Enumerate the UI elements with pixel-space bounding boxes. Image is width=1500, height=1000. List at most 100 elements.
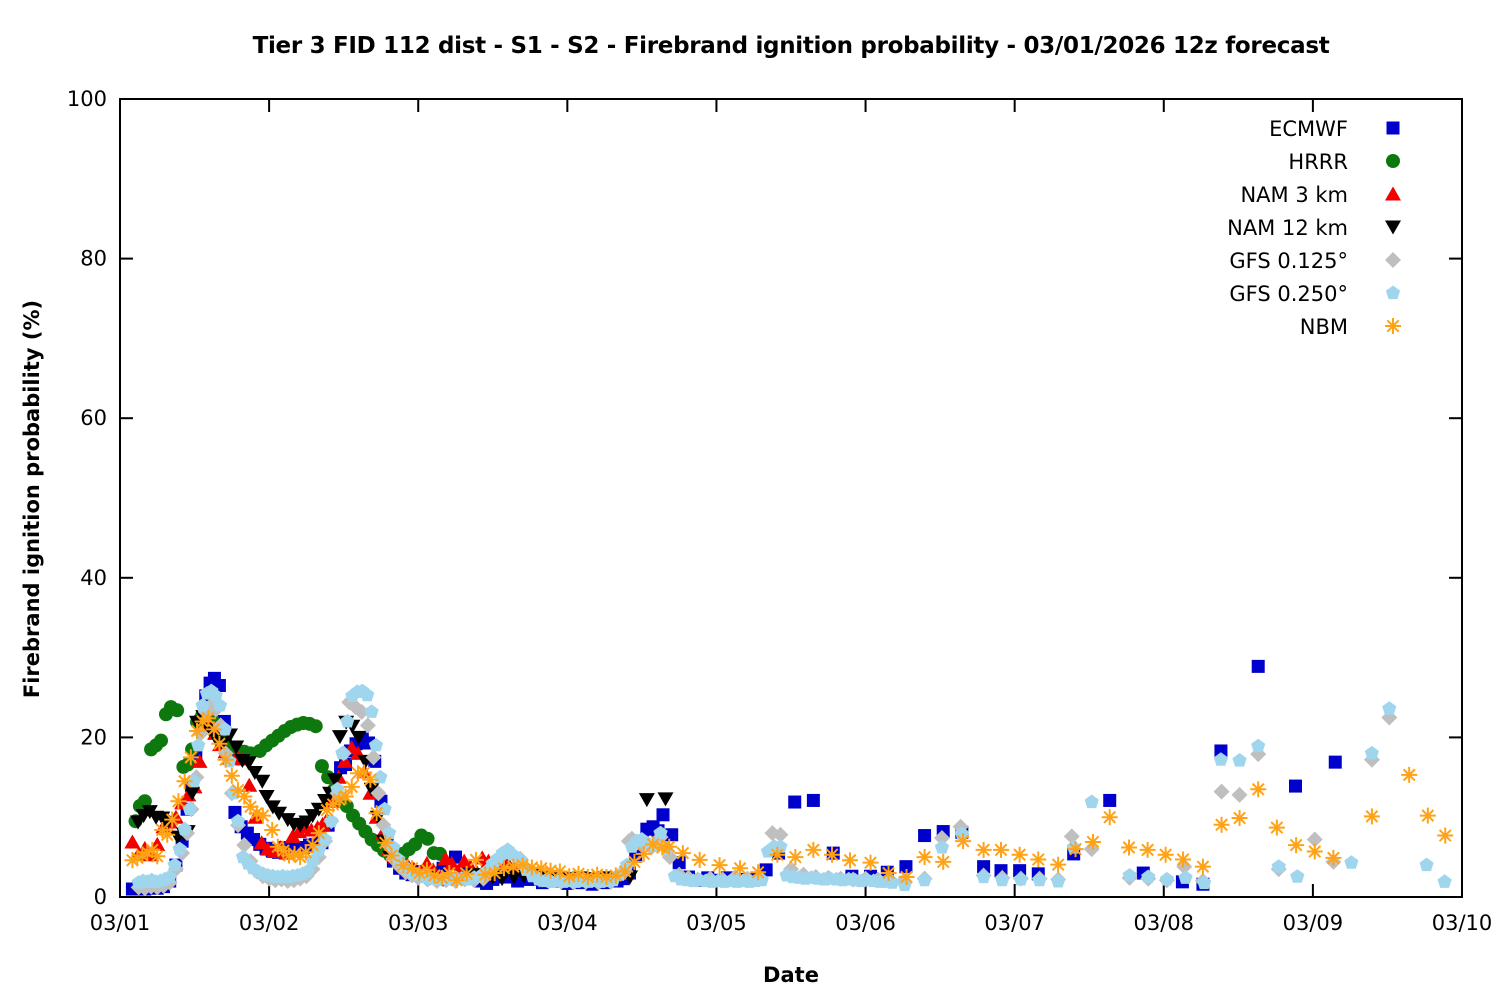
data-point-gfs-0-250- — [917, 872, 932, 887]
data-point-gfs-0-250- — [335, 745, 350, 760]
y-tick-label: 20 — [80, 725, 107, 749]
data-point-nbm — [450, 873, 464, 887]
data-point-nbm — [1176, 853, 1190, 866]
data-point-nam-3-km — [124, 834, 141, 849]
data-point-ecmwf — [656, 808, 670, 822]
y-tick-label: 0 — [94, 885, 107, 909]
data-point-nbm — [256, 809, 270, 822]
data-point-gfs-0-250- — [1084, 794, 1099, 809]
data-point-nbm — [1327, 851, 1340, 865]
legend-marker-nbm — [1386, 319, 1400, 333]
x-tick-label: 03/04 — [537, 911, 598, 935]
x-tick-label: 03/07 — [984, 911, 1045, 935]
data-point-gfs-0-125- — [353, 703, 370, 720]
data-point-nbm — [956, 834, 970, 848]
data-point-gfs-0-250- — [1013, 871, 1028, 886]
legend-label: ECMWF — [1269, 117, 1348, 141]
data-point-nbm — [1122, 841, 1136, 854]
data-point-gfs-0-250- — [1437, 874, 1452, 888]
data-point-gfs-0-125- — [365, 749, 382, 766]
data-point-nbm — [1233, 811, 1246, 825]
data-point-nam-12-km — [350, 730, 367, 745]
data-point-nbm — [442, 866, 456, 880]
data-point-nbm — [1103, 810, 1117, 824]
data-point-gfs-0-250- — [1213, 752, 1229, 766]
legend-label: NAM 3 km — [1240, 183, 1348, 207]
x-tick-label: 03/05 — [686, 911, 747, 935]
data-point-nbm — [1013, 848, 1027, 862]
data-point-gfs-0-125- — [370, 785, 387, 802]
data-point-gfs-0-250- — [167, 857, 182, 872]
data-point-nbm — [1141, 843, 1154, 857]
y-axis-label: Firebrand ignition probability (%) — [20, 299, 44, 699]
data-point-nbm — [693, 853, 707, 867]
data-point-ecmwf — [1214, 744, 1228, 758]
x-axis-label: Date — [763, 963, 819, 987]
legend-label: HRRR — [1288, 150, 1348, 174]
data-point-gfs-0-250- — [1251, 738, 1266, 753]
data-point-gfs-0-250- — [1271, 859, 1286, 873]
data-point-ecmwf — [788, 795, 802, 809]
legend-marker-nam-12-km — [1385, 220, 1401, 235]
data-point-nbm — [357, 766, 371, 779]
data-point-gfs-0-250- — [1122, 868, 1137, 882]
x-tick-label: 03/10 — [1432, 911, 1493, 935]
data-point-nbm — [396, 858, 410, 872]
data-point-nbm — [1308, 845, 1322, 858]
data-point-nbm — [178, 774, 191, 788]
data-point-gfs-0-250- — [195, 698, 210, 712]
data-point-nbm — [306, 838, 319, 852]
data-point-nbm — [184, 750, 198, 764]
data-point-nbm — [250, 806, 264, 820]
data-point-nbm — [469, 853, 483, 867]
data-point-nbm — [562, 869, 576, 883]
data-point-ecmwf — [1103, 793, 1117, 807]
data-point-nbm — [572, 867, 585, 881]
data-point-ecmwf — [665, 828, 679, 842]
data-point-nbm — [460, 867, 474, 881]
data-point-nam-12-km — [331, 730, 348, 745]
data-point-nbm — [843, 853, 857, 867]
data-point-nbm — [237, 790, 251, 803]
data-point-gfs-0-250- — [172, 841, 187, 856]
data-point-nbm — [225, 769, 239, 783]
legend-marker-ecmwf — [1386, 121, 1400, 135]
data-point-nbm — [600, 870, 613, 884]
data-point-nam-12-km — [657, 792, 674, 807]
data-point-gfs-0-250- — [1344, 855, 1359, 869]
legend-label: NAM 12 km — [1227, 216, 1348, 240]
data-point-ecmwf — [1251, 659, 1265, 673]
data-point-gfs-0-250- — [162, 869, 177, 884]
legend-marker-hrrr — [1386, 154, 1400, 168]
data-point-nbm — [378, 836, 392, 850]
data-point-nbm — [553, 865, 567, 878]
data-point-nbm — [244, 800, 257, 814]
data-point-nbm — [420, 863, 434, 877]
data-point-hrrr — [314, 759, 329, 774]
data-point-gfs-0-250- — [995, 872, 1010, 887]
data-point-nbm — [207, 723, 221, 736]
data-point-gfs-0-250- — [1051, 873, 1066, 888]
data-point-nbm — [364, 773, 377, 787]
legend-marker-gfs-0-125- — [1385, 252, 1401, 268]
data-point-gfs-0-250- — [1419, 857, 1434, 872]
data-point-gfs-0-250- — [976, 869, 991, 884]
y-tick-label: 80 — [80, 247, 107, 271]
data-point-hrrr — [420, 831, 435, 846]
data-point-nbm — [405, 861, 419, 875]
x-tick-label: 03/09 — [1283, 911, 1344, 935]
y-tick-label: 40 — [80, 566, 107, 590]
data-point-nbm — [370, 806, 383, 820]
data-point-nbm — [534, 861, 548, 875]
data-point-nbm — [231, 783, 245, 797]
data-point-gfs-0-125- — [1306, 831, 1323, 848]
x-tick-label: 03/08 — [1134, 911, 1195, 935]
data-point-nbm — [497, 861, 511, 875]
data-point-nbm — [1438, 829, 1452, 842]
data-point-gfs-0-250- — [1364, 745, 1379, 760]
data-point-gfs-0-125- — [359, 717, 376, 734]
data-point-nam-12-km — [228, 740, 245, 755]
data-point-gfs-0-250- — [373, 769, 388, 784]
data-point-nbm — [288, 847, 301, 861]
data-point-nbm — [618, 865, 632, 878]
